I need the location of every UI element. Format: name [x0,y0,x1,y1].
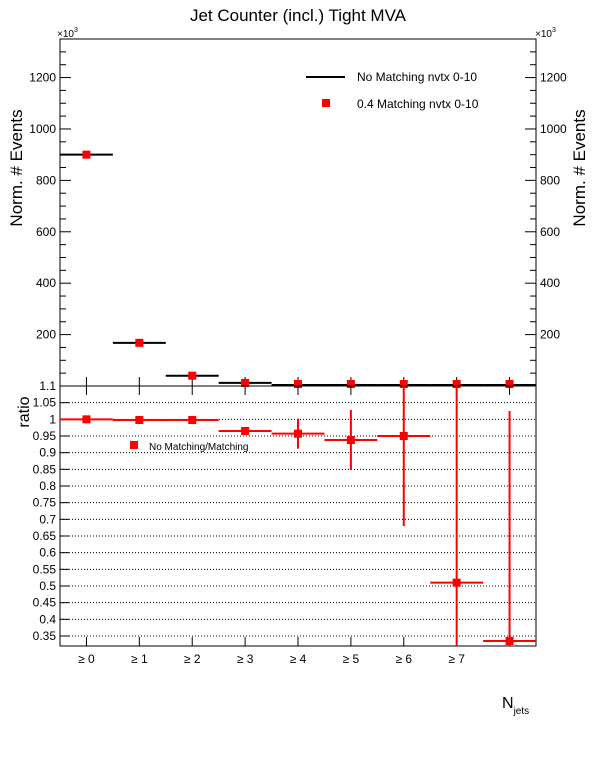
ratio-series [60,386,536,646]
ratio-y-tick-label: 0.35 [33,629,57,643]
top-y-tick-label: 200 [36,328,56,342]
ratio-marker [82,415,91,424]
top-y-tick-label-right: 400 [540,276,560,290]
ratio-y-tick-label: 0.85 [33,462,57,476]
x-category-label: ≥ 5 [343,652,360,666]
ratio-y-tick-label: 0.55 [33,562,57,576]
top-marker [399,380,408,388]
ratio-y-tick-label: 0.45 [33,596,57,610]
top-marker [346,380,355,388]
top-y-axis-label-left: Norm. # Events [7,109,26,226]
bottom-panel: 0.35 0.4 0.45 0.5 0.55 0.6 0.65 0.7 0.75 0.8 0.85 0… [16,379,537,717]
ratio-x-ticks: ≥ 0 ≥ 1 ≥ 2 ≥ 3 ≥ 4 ≥ 5 ≥ 6 ≥ 7 [78,386,511,666]
top-marker [82,150,91,159]
ratio-y-tick-label: 0.65 [33,529,57,543]
ratio-y-tick-label: 0.9 [39,446,56,460]
top-y-tick-label-right: 600 [540,225,560,239]
top-y-tick-label: 400 [36,276,56,290]
top-y-exponent-right: ×103 [535,27,556,40]
top-y-tick-label-right: 200 [540,328,560,342]
top-y-tick-label-right: 1000 [540,122,567,136]
top-marker [188,371,197,380]
top-y-tick-label: 1200 [29,71,56,85]
top-marker [241,378,250,387]
ratio-legend-marker [130,441,138,449]
ratio-y-tick-label: 0.4 [39,612,56,626]
x-category-label: ≥ 6 [395,652,412,666]
ratio-marker [399,432,408,440]
ratio-legend-label: No Matching/Matching [149,442,249,453]
top-marker [505,380,514,388]
x-axis-label: Njets [502,695,529,717]
ratio-y-tick-label: 0.6 [39,546,56,560]
legend-label-matching: 0.4 Matching nvtx 0-10 [357,97,479,111]
top-series [60,150,536,388]
ratio-marker [241,427,250,435]
top-panel: 200 200 400 400 600 600 800 800 1000 1000 1200 1200… [7,27,589,388]
top-marker [452,380,461,388]
top-y-tick-label-right: 1200 [540,71,567,85]
ratio-marker [188,416,197,424]
ratio-y-tick-label: 1.05 [33,396,57,410]
top-y-exponent-left: ×103 [57,27,78,40]
x-category-label: ≥ 2 [184,652,201,666]
top-y-ticks: 200 200 400 400 600 600 800 800 1000 1000 1200 1200 [29,38,567,374]
top-legend: No Matching nvtx 0-10 0.4 Matching nvtx … [306,70,479,111]
ratio-marker [346,436,355,444]
chart-title: Jet Counter (incl.) Tight MVA [190,6,407,25]
ratio-y-tick-label: 0.8 [39,479,56,493]
ratio-y-tick-label: 1.1 [39,379,56,393]
ratio-y-tick-label: 1 [49,412,56,426]
ratio-marker [505,637,514,645]
top-marker [294,380,302,388]
top-y-tick-label-right: 800 [540,173,560,187]
ratio-marker [294,429,302,438]
x-category-label: ≥ 7 [448,652,465,666]
top-y-tick-label: 800 [36,173,56,187]
ratio-marker [135,416,144,424]
legend-marker-swatch [322,99,330,107]
ratio-y-ticks: 0.35 0.4 0.45 0.5 0.55 0.6 0.65 0.7 0.75 0.8 0.85 0… [33,379,69,643]
ratio-y-axis-label: ratio [16,396,33,427]
ratio-marker [452,578,461,587]
ratio-legend: No Matching/Matching [130,441,249,453]
x-category-label: ≥ 4 [290,652,307,666]
x-category-label: ≥ 3 [237,652,254,666]
x-category-label: ≥ 0 [78,652,95,666]
ratio-y-tick-label: 0.5 [39,579,56,593]
ratio-y-tick-label: 0.75 [33,496,57,510]
x-category-label: ≥ 1 [131,652,148,666]
top-marker [135,338,144,347]
top-y-axis-label-right: Norm. # Events [570,109,589,226]
top-y-tick-label: 600 [36,225,56,239]
legend-label-no-matching: No Matching nvtx 0-10 [357,70,477,84]
top-y-tick-label: 1000 [29,122,56,136]
ratio-y-tick-label: 0.7 [39,512,56,526]
ratio-y-tick-label: 0.95 [33,429,57,443]
